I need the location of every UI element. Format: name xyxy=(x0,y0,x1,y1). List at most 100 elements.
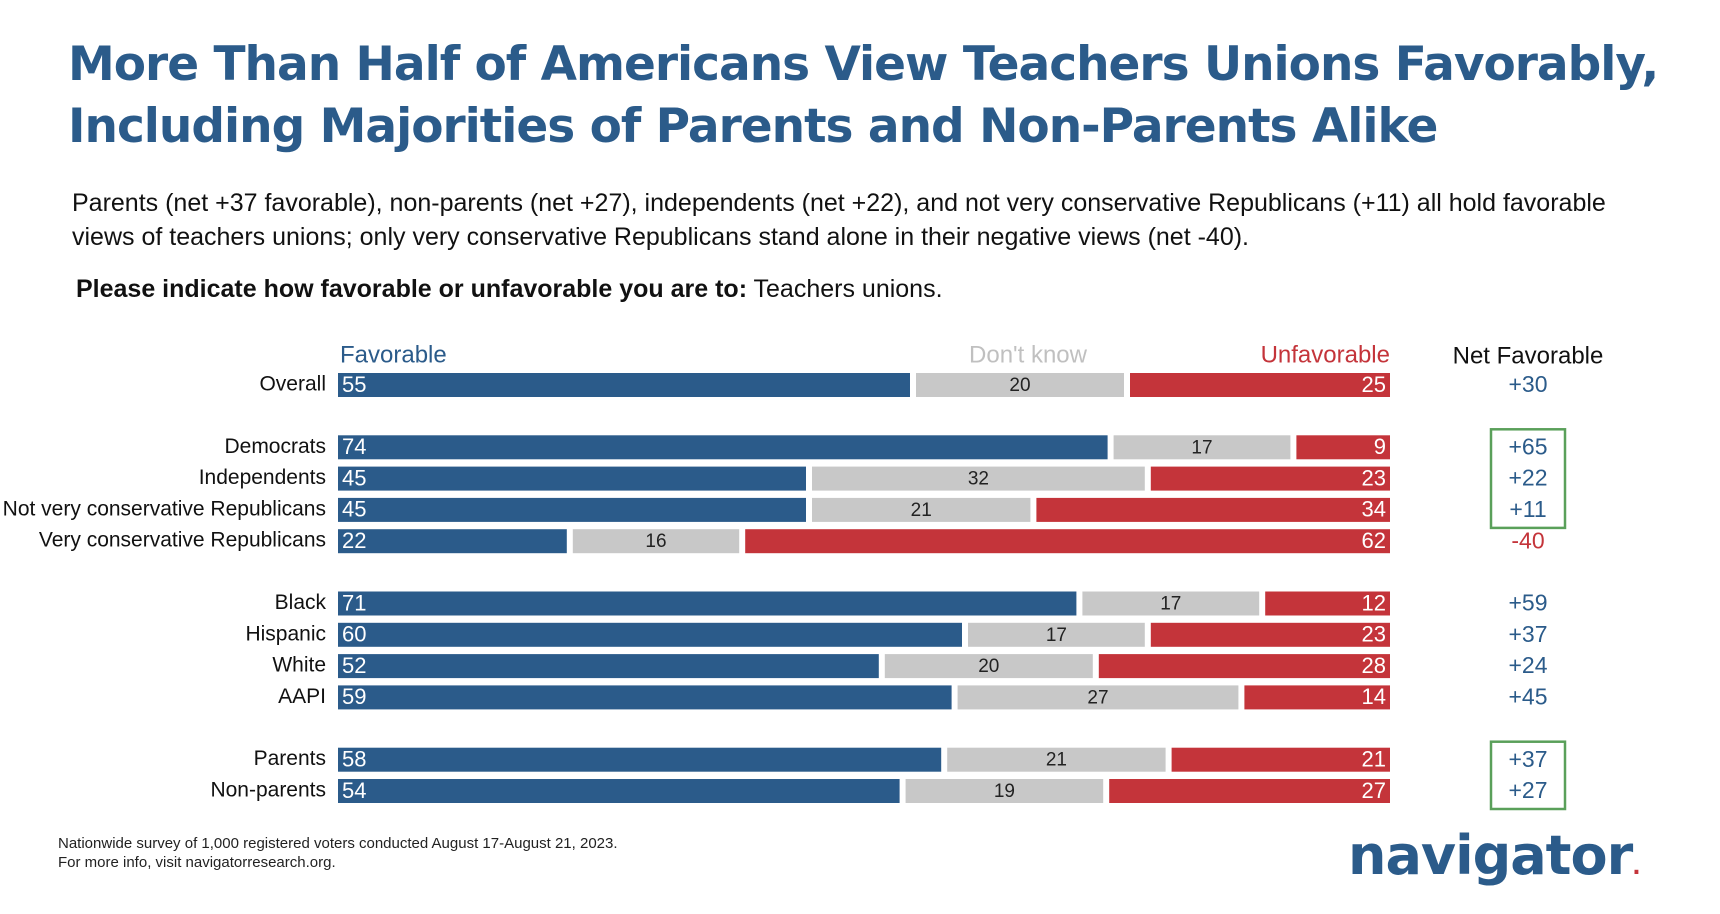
logo-text: navigator xyxy=(1348,824,1633,887)
legend-favorable: Favorable xyxy=(340,341,447,368)
bar-unfavorable xyxy=(1130,373,1390,397)
bar-unfavorable xyxy=(1244,685,1390,710)
net-favorable-value: +59 xyxy=(1508,590,1547,616)
bar-favorable xyxy=(338,622,962,647)
row-label: Non-parents xyxy=(210,779,326,802)
title-line-2: Including Majorities of Parents and Non-… xyxy=(68,99,1438,154)
subtitle-line-2: views of teachers unions; only very cons… xyxy=(72,223,1250,251)
title-line-1: More Than Half of Americans View Teacher… xyxy=(68,37,1659,92)
value-favorable: 60 xyxy=(342,622,366,647)
bar-favorable xyxy=(338,779,900,803)
value-dont-know: 32 xyxy=(968,469,989,490)
question-item: Teachers unions. xyxy=(753,275,943,303)
net-highlight-box xyxy=(1489,740,1567,811)
value-dont-know: 17 xyxy=(1160,594,1181,615)
bar-unfavorable xyxy=(1171,747,1390,772)
value-unfavorable: 23 xyxy=(1362,465,1386,490)
value-unfavorable: 62 xyxy=(1362,528,1386,553)
chart-subtitle: Parents (net +37 favorable), non-parents… xyxy=(72,186,1682,254)
net-favorable-value: -40 xyxy=(1511,527,1544,553)
bar-dont-know xyxy=(1082,591,1260,616)
value-unfavorable: 28 xyxy=(1362,653,1386,678)
value-favorable: 22 xyxy=(342,528,366,553)
row-label: Very conservative Republicans xyxy=(39,529,326,552)
survey-question: Please indicate how favorable or unfavor… xyxy=(76,274,943,304)
bar-dont-know xyxy=(812,497,1031,522)
row-label: Overall xyxy=(259,373,326,396)
net-favorable-value: +45 xyxy=(1508,683,1547,709)
navigator-logo: navigator. xyxy=(1348,824,1641,898)
value-dont-know: 16 xyxy=(645,531,666,552)
value-unfavorable: 27 xyxy=(1362,778,1386,803)
value-unfavorable: 12 xyxy=(1362,590,1386,615)
net-favorable-value: +27 xyxy=(1508,777,1547,803)
row-label: AAPI xyxy=(278,685,326,708)
net-favorable-header: Net Favorable xyxy=(1453,342,1604,369)
bar-favorable xyxy=(338,654,879,679)
row-label: Independents xyxy=(199,466,326,489)
value-favorable: 45 xyxy=(342,497,366,522)
net-favorable-value: +22 xyxy=(1508,465,1547,491)
value-favorable: 54 xyxy=(342,778,366,803)
bar-unfavorable xyxy=(1265,591,1390,616)
value-dont-know: 21 xyxy=(1046,750,1067,771)
bar-dont-know xyxy=(1113,435,1291,460)
value-unfavorable: 21 xyxy=(1362,747,1386,772)
value-dont-know: 17 xyxy=(1191,437,1212,458)
footnote-line-2: For more info, visit navigatorresearch.o… xyxy=(58,854,336,871)
value-unfavorable: 9 xyxy=(1374,434,1386,459)
value-favorable: 74 xyxy=(342,434,366,459)
bar-dont-know xyxy=(957,685,1239,710)
row-label: White xyxy=(272,654,326,677)
value-unfavorable: 34 xyxy=(1362,497,1386,522)
net-favorable-value: +37 xyxy=(1508,746,1547,772)
row-label: Democrats xyxy=(224,435,326,458)
value-unfavorable: 23 xyxy=(1362,622,1386,647)
value-favorable: 45 xyxy=(342,465,366,490)
bar-unfavorable xyxy=(745,529,1390,554)
value-dont-know: 27 xyxy=(1087,687,1108,708)
subtitle-line-1: Parents (net +37 favorable), non-parents… xyxy=(72,189,1606,217)
bar-favorable xyxy=(338,685,952,710)
bar-unfavorable xyxy=(1150,622,1390,647)
value-dont-know: 17 xyxy=(1046,625,1067,646)
bar-favorable xyxy=(338,747,942,772)
row-label: Parents xyxy=(254,747,326,770)
stacked-bar-chart: Favorable Don't know Unfavorable Net Favora… xyxy=(3,341,1604,811)
bar-unfavorable xyxy=(1296,435,1390,460)
value-favorable: 58 xyxy=(342,747,366,772)
bar-dont-know xyxy=(884,654,1093,679)
row-label: Not very conservative Republicans xyxy=(3,497,326,520)
bar-favorable xyxy=(338,373,910,397)
value-favorable: 55 xyxy=(342,372,366,397)
chart-title: More Than Half of Americans View Teacher… xyxy=(68,34,1668,158)
net-favorable-value: +30 xyxy=(1508,371,1547,397)
value-unfavorable: 25 xyxy=(1362,372,1386,397)
value-unfavorable: 14 xyxy=(1362,684,1386,709)
bar-unfavorable xyxy=(1150,466,1390,491)
value-dont-know: 20 xyxy=(1009,375,1030,396)
net-favorable-value: +65 xyxy=(1508,433,1547,459)
net-favorable-value: +11 xyxy=(1509,496,1546,522)
question-prefix: Please indicate how favorable or unfavor… xyxy=(76,275,748,303)
row-label: Black xyxy=(275,591,327,614)
footnote-line-1: Nationwide survey of 1,000 registered vo… xyxy=(58,835,618,852)
bar-dont-know xyxy=(916,373,1124,397)
net-favorable-value: +24 xyxy=(1508,652,1547,678)
logo-dot: . xyxy=(1632,855,1640,880)
value-dont-know: 20 xyxy=(978,656,999,677)
value-favorable: 52 xyxy=(342,653,366,678)
bar-favorable xyxy=(338,591,1077,616)
value-dont-know: 21 xyxy=(911,500,932,521)
net-highlight-box xyxy=(1489,428,1567,530)
bar-dont-know xyxy=(947,747,1166,772)
bar-favorable xyxy=(338,529,567,554)
legend-dont-know: Don't know xyxy=(969,341,1088,368)
bar-unfavorable xyxy=(1036,497,1390,522)
bar-favorable xyxy=(338,466,806,491)
legend-unfavorable: Unfavorable xyxy=(1261,341,1390,368)
bar-dont-know xyxy=(812,466,1145,491)
footnote: Nationwide survey of 1,000 registered vo… xyxy=(58,834,618,872)
bar-unfavorable xyxy=(1109,779,1390,803)
value-favorable: 59 xyxy=(342,684,366,709)
